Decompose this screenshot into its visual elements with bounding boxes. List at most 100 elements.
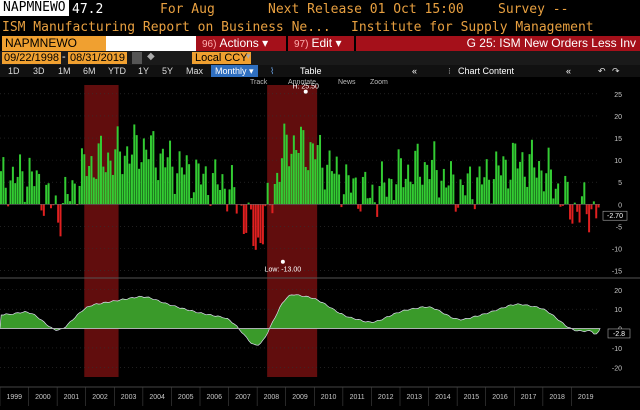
bar: [117, 126, 119, 204]
bar: [407, 165, 409, 205]
security-field[interactable]: NAPMNEWO Index: [2, 36, 106, 51]
bar: [557, 183, 559, 204]
bar: [583, 182, 585, 204]
bar: [29, 158, 31, 204]
arrow-icon: ◆: [147, 51, 155, 62]
period-1m[interactable]: 1M: [58, 65, 71, 77]
period-1y[interactable]: 1Y: [138, 65, 149, 77]
bar: [160, 154, 162, 205]
expand-icon[interactable]: «: [566, 65, 571, 77]
graph-title: G 25: ISM New Orders Less Inv: [356, 36, 640, 51]
bar: [440, 181, 442, 205]
x-tick-label: 2018: [549, 394, 565, 401]
low-marker: [281, 260, 285, 264]
bar: [183, 175, 185, 205]
x-tick-label: 2005: [178, 394, 194, 401]
bar: [176, 173, 178, 204]
survey: Survey --: [498, 0, 568, 20]
redo-icon[interactable]: ↷: [612, 65, 620, 77]
bar: [245, 204, 247, 233]
y-tick-label: 15: [614, 136, 622, 143]
ticker-symbol[interactable]: NAPMNEWO: [0, 0, 69, 16]
x-tick-label: 2006: [206, 394, 222, 401]
bar: [310, 142, 312, 204]
bar: [495, 151, 497, 204]
bar: [174, 194, 176, 204]
bar: [417, 144, 419, 205]
command-input[interactable]: [106, 36, 196, 51]
recession-band: [267, 85, 317, 377]
bar: [548, 148, 550, 205]
period-max[interactable]: Max: [186, 65, 203, 77]
bar: [143, 138, 145, 204]
bar: [531, 140, 533, 205]
y-tick-label: 20: [614, 288, 622, 295]
period-5y[interactable]: 5Y: [162, 65, 173, 77]
actions-button[interactable]: 96)Actions ▾: [196, 36, 286, 51]
bar: [533, 167, 535, 204]
bar: [502, 156, 504, 204]
bar: [86, 176, 88, 204]
bar: [550, 170, 552, 205]
end-date[interactable]: 08/31/2019: [68, 52, 127, 64]
bar: [298, 153, 300, 204]
period-6m[interactable]: 6M: [83, 65, 96, 77]
period-ytd[interactable]: YTD: [108, 65, 126, 77]
bar: [598, 204, 600, 207]
x-tick-label: 2009: [292, 394, 308, 401]
bar: [545, 173, 547, 204]
x-tick-label: 2002: [92, 394, 108, 401]
bar: [257, 204, 259, 237]
currency-select[interactable]: Local CCY: [192, 52, 251, 64]
y-tick-label: -10: [612, 246, 622, 253]
bar: [110, 161, 112, 205]
bar: [324, 189, 326, 204]
tool-news[interactable]: News: [338, 79, 356, 86]
bar: [338, 174, 340, 204]
bar: [400, 158, 402, 204]
y-tick-label: 25: [614, 92, 622, 99]
period-1d[interactable]: 1D: [8, 65, 20, 77]
x-tick-label: 2017: [521, 394, 537, 401]
bar: [119, 152, 121, 205]
bar: [333, 174, 335, 205]
collapse-icon[interactable]: «: [412, 65, 417, 77]
bar: [217, 184, 219, 204]
bar: [364, 172, 366, 204]
frequency-select[interactable]: Monthly ▾: [211, 65, 258, 77]
line-chart-icon[interactable]: ⌇: [270, 65, 274, 77]
bar: [79, 186, 81, 204]
chart-content-button[interactable]: Chart Content: [458, 65, 514, 77]
bar: [467, 173, 469, 204]
bar: [317, 145, 319, 204]
start-date[interactable]: 09/22/1998: [2, 52, 61, 64]
x-tick-label: 2004: [149, 394, 165, 401]
bar: [50, 204, 52, 208]
bar: [348, 175, 350, 204]
bar: [114, 149, 116, 204]
undo-icon[interactable]: ↶: [598, 65, 606, 77]
tool-track[interactable]: Track: [250, 79, 268, 86]
edit-button[interactable]: 97)Edit ▾: [288, 36, 354, 51]
y-tick-label: -10: [612, 346, 622, 353]
calendar-icon[interactable]: [132, 52, 142, 64]
bar: [10, 180, 12, 204]
bar: [345, 164, 347, 204]
bar: [121, 174, 123, 204]
bar: [7, 204, 9, 206]
chart-svg[interactable]: Track Annotate News Zoom 2520151050-5-10…: [0, 77, 640, 406]
period-3d[interactable]: 3D: [33, 65, 45, 77]
bar: [483, 177, 485, 204]
bar: [431, 160, 433, 204]
bar: [276, 173, 278, 204]
bar: [236, 204, 238, 213]
bar: [31, 171, 33, 204]
bar: [126, 146, 128, 204]
bar: [438, 197, 440, 204]
tool-zoom[interactable]: Zoom: [370, 79, 388, 86]
bar: [88, 166, 90, 204]
currency-dropdown-icon[interactable]: ▾: [246, 51, 251, 62]
bar: [198, 163, 200, 204]
table-button[interactable]: Table: [300, 65, 322, 77]
